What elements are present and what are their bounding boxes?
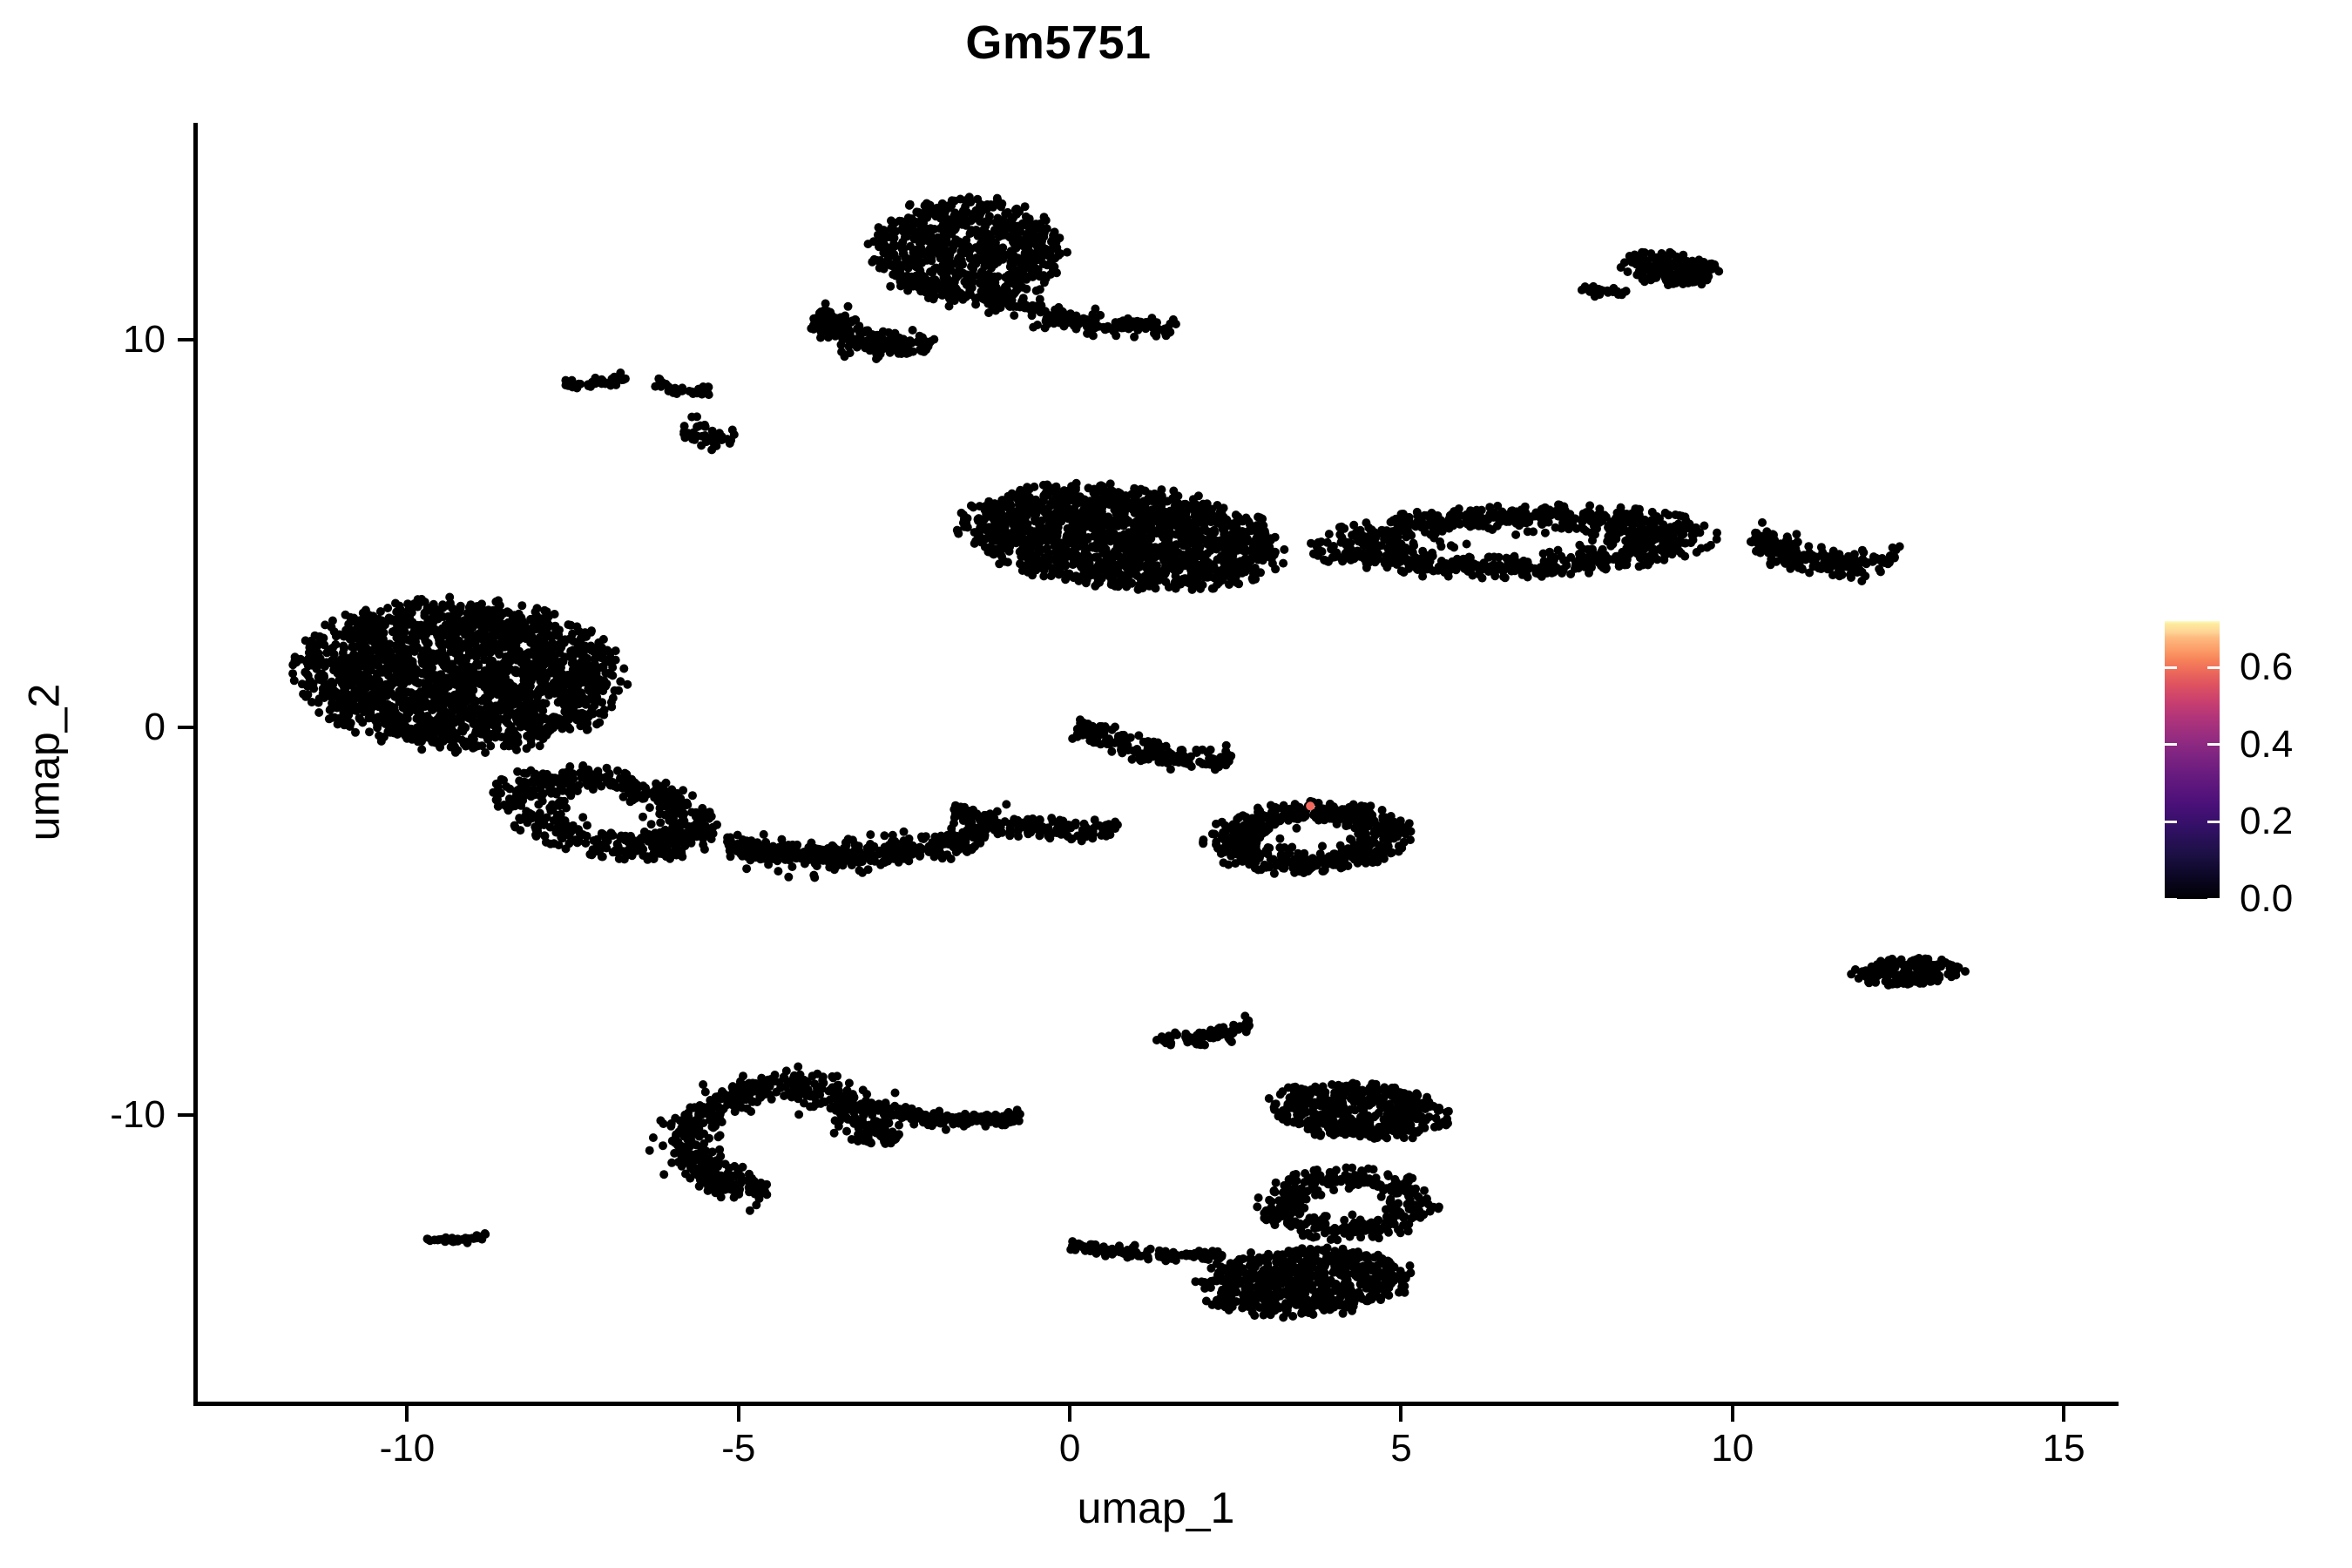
- y-axis-title: umap_2: [17, 123, 70, 1402]
- colorbar-tick-label: 0.4: [2240, 722, 2294, 766]
- x-tick-label: -10: [379, 1427, 436, 1470]
- x-tick-mark: [1730, 1406, 1734, 1422]
- colorbar-tick-mark: [2165, 666, 2177, 669]
- colorbar-tick-label: 0.2: [2240, 800, 2294, 843]
- y-axis-line: [193, 123, 198, 1405]
- x-tick-label: 5: [1390, 1427, 1412, 1470]
- x-tick-label: 15: [2042, 1427, 2085, 1470]
- colorbar-tick-mark: [2165, 820, 2177, 823]
- x-tick-mark: [405, 1406, 409, 1422]
- y-tick-label: 0: [144, 705, 166, 748]
- colorbar-tick-label: 0.6: [2240, 645, 2294, 689]
- x-axis-line: [193, 1402, 2119, 1406]
- y-tick-label: -10: [110, 1092, 166, 1136]
- y-axis-title-text: umap_2: [19, 683, 69, 841]
- colorbar-tick-mark: [2207, 820, 2220, 823]
- colorbar-tick-mark: [2207, 743, 2220, 747]
- x-tick-label: -5: [721, 1427, 756, 1470]
- y-tick-mark: [178, 338, 193, 342]
- colorbar-tick-mark: [2165, 897, 2177, 901]
- colorbar-gradient: [2165, 621, 2220, 899]
- colorbar-legend: 0.0 0.2 0.4 0.6: [2165, 621, 2339, 920]
- page-title: Gm5751: [965, 17, 1152, 69]
- y-tick-mark: [178, 1112, 193, 1117]
- x-tick-label: 0: [1058, 1427, 1081, 1470]
- x-axis-title: umap_1: [1077, 1484, 1235, 1532]
- x-tick-mark: [736, 1406, 740, 1422]
- x-tick-mark: [1399, 1406, 1403, 1422]
- y-tick-label: 10: [123, 318, 166, 362]
- colorbar-tick-mark: [2207, 666, 2220, 669]
- colorbar-tick-mark: [2207, 897, 2220, 901]
- x-tick-mark: [2062, 1406, 2066, 1422]
- colorbar-tick-label: 0.0: [2240, 877, 2294, 920]
- scatter-points-layer: [288, 193, 1970, 1322]
- plot-panel: [195, 123, 2117, 1402]
- colorbar-tick-mark: [2165, 743, 2177, 747]
- x-tick-label: 10: [1711, 1427, 1754, 1470]
- x-tick-mark: [1068, 1406, 1072, 1422]
- y-tick-mark: [178, 725, 193, 729]
